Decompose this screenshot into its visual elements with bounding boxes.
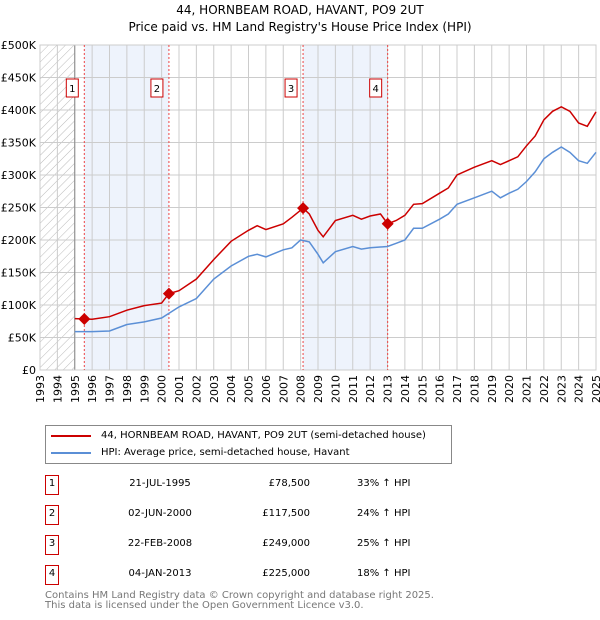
plot-border <box>39 44 597 371</box>
x-tick-label: 1995 <box>69 375 82 403</box>
y-tick-label: £200K <box>1 234 37 247</box>
y-tick-label: £300K <box>1 169 37 182</box>
sale-badge-label: 2 <box>154 84 160 95</box>
sale-price: £249,000 <box>262 538 310 549</box>
sale-badge-box <box>65 78 79 98</box>
x-tick-label: 2009 <box>312 375 325 403</box>
legend-swatch-blue <box>51 451 91 454</box>
x-tick-label: 2003 <box>208 375 221 403</box>
x-tick-label: 2005 <box>243 375 256 403</box>
sale-badge-box <box>284 78 298 98</box>
x-tick-label: 1997 <box>104 375 117 403</box>
x-tick-label: 2016 <box>434 375 447 403</box>
x-tick-label: 1998 <box>121 375 134 403</box>
x-tick-label: 2004 <box>225 375 238 403</box>
sale-point <box>162 287 175 300</box>
x-tick-label: 2012 <box>364 375 377 403</box>
x-tick-label: 1996 <box>86 375 99 403</box>
sale-marker-badge: 2 <box>45 505 59 525</box>
sale-badge-box <box>369 78 383 98</box>
y-tick-label: £500K <box>1 39 37 52</box>
y-tick-label: £0 <box>22 364 36 377</box>
footer-copyright: Contains HM Land Registry data © Crown c… <box>45 590 434 601</box>
footer-licence: This data is licensed under the Open Gov… <box>45 600 364 611</box>
x-tick-label: 2001 <box>173 375 186 403</box>
sale-price: £225,000 <box>262 568 310 579</box>
x-tick-label: 2007 <box>277 375 290 403</box>
sale-point <box>297 202 310 215</box>
x-tick-label: 2017 <box>451 375 464 403</box>
chart-subtitle: Price paid vs. HM Land Registry's House … <box>128 20 472 34</box>
sale-price: £78,500 <box>268 478 310 489</box>
sale-badge-label: 4 <box>372 84 378 95</box>
hpi-line <box>74 146 597 333</box>
sale-marker-badge: 1 <box>45 475 59 495</box>
sale-date: 04-JAN-2013 <box>128 568 192 579</box>
sale-hpi: 33% ↑ HPI <box>357 478 411 489</box>
sale-hpi: 18% ↑ HPI <box>357 568 411 579</box>
x-tick-label: 1999 <box>138 375 151 403</box>
y-tick-label: £100K <box>1 299 37 312</box>
x-tick-label: 2018 <box>468 375 481 403</box>
x-tick-label: 2025 <box>590 375 600 403</box>
sale-date: 21-JUL-1995 <box>129 478 191 489</box>
sale-date: 02-JUN-2000 <box>128 508 192 519</box>
y-tick-label: £150K <box>1 267 37 280</box>
x-tick-label: 2023 <box>555 375 568 403</box>
sale-hpi: 25% ↑ HPI <box>357 538 411 549</box>
chart-title: 44, HORNBEAM ROAD, HAVANT, PO9 2UT <box>176 3 424 17</box>
price-paid-line <box>74 105 597 321</box>
sale-price: £117,500 <box>262 508 310 519</box>
sale-point <box>381 217 394 230</box>
legend-label: HPI: Average price, semi-detached house,… <box>101 447 350 458</box>
y-tick-label: £350K <box>1 137 37 150</box>
x-tick-label: 2015 <box>416 375 429 403</box>
y-tick-label: £450K <box>1 72 37 85</box>
x-tick-label: 1994 <box>51 375 64 403</box>
x-tick-label: 2002 <box>190 375 203 403</box>
sale-point <box>78 312 91 325</box>
x-tick-label: 2019 <box>486 375 499 403</box>
sale-badge-box <box>150 78 164 98</box>
x-tick-label: 1993 <box>34 375 47 403</box>
sale-badge-label: 3 <box>288 84 294 95</box>
x-tick-label: 2010 <box>329 375 342 403</box>
x-tick-label: 2024 <box>573 375 586 403</box>
sale-badge-label: 1 <box>69 84 75 95</box>
sale-marker-badge: 4 <box>45 565 59 585</box>
sale-date: 22-FEB-2008 <box>127 538 193 549</box>
x-tick-label: 2020 <box>503 375 516 403</box>
sale-marker-badge: 3 <box>45 535 59 555</box>
y-tick-label: £400K <box>1 104 37 117</box>
legend-swatch-red <box>51 434 91 437</box>
price-chart: 1993 1994 1995 1996 1997 1998 1999 2000 2001 2002… <box>1 39 600 403</box>
sale-hpi: 24% ↑ HPI <box>357 508 411 519</box>
legend: 44, HORNBEAM ROAD, HAVANT, PO9 2UT (semi… <box>45 425 452 464</box>
x-tick-label: 2014 <box>399 375 412 403</box>
legend-item-hpi: HPI: Average price, semi-detached house,… <box>51 447 350 458</box>
x-tick-label: 2000 <box>156 375 169 403</box>
x-tick-label: 2013 <box>382 375 395 403</box>
x-tick-label: 2008 <box>295 375 308 403</box>
x-tick-label: 2021 <box>521 375 534 403</box>
legend-item-property: 44, HORNBEAM ROAD, HAVANT, PO9 2UT (semi… <box>51 430 426 441</box>
x-tick-label: 2006 <box>260 375 273 403</box>
legend-label: 44, HORNBEAM ROAD, HAVANT, PO9 2UT (semi… <box>101 430 426 441</box>
y-tick-label: £250K <box>1 202 37 215</box>
x-tick-label: 2022 <box>538 375 551 403</box>
y-tick-label: £50K <box>8 332 37 345</box>
x-tick-label: 2011 <box>347 375 360 403</box>
